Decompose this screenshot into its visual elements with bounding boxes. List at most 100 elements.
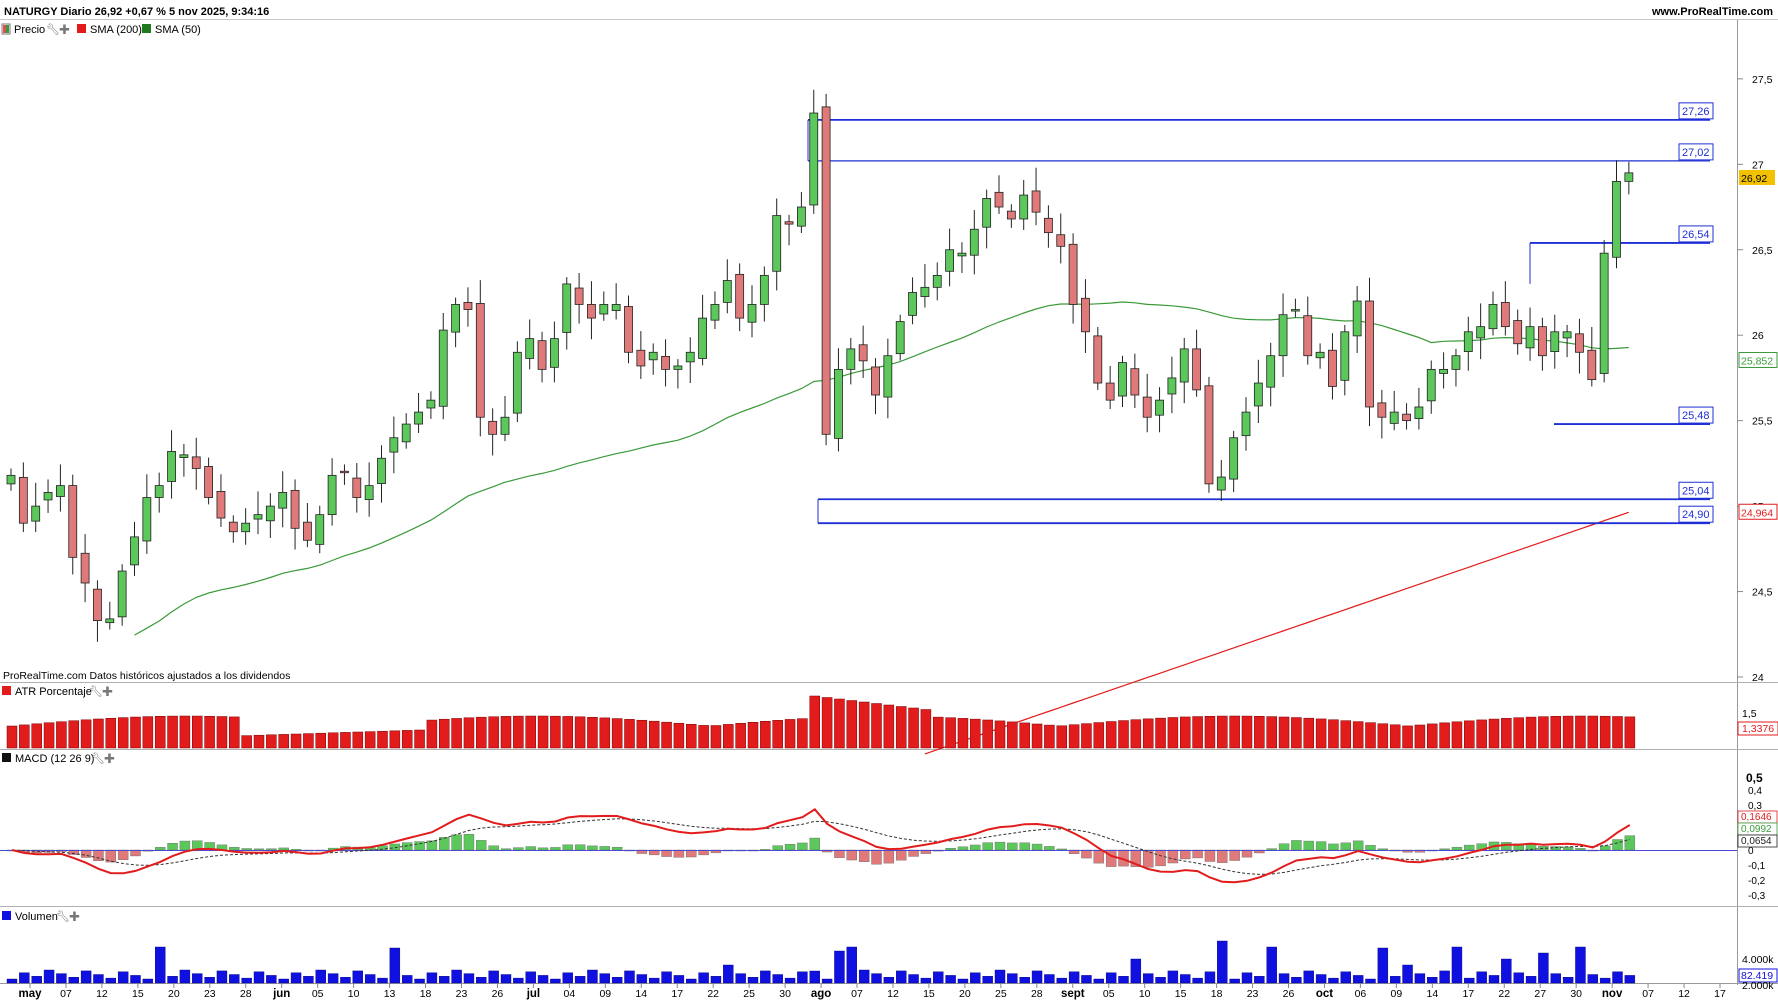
legend-price[interactable]: Precio 🔧︎ ✚	[1, 22, 70, 37]
macd-bar-positive	[550, 847, 561, 851]
atr-bar	[1365, 722, 1376, 749]
volume-bar	[1340, 971, 1352, 984]
atr-bar	[1476, 719, 1487, 749]
price-tick-label: 25,5	[1752, 416, 1773, 428]
volume-bar	[994, 969, 1006, 984]
candle-up	[599, 304, 609, 315]
volume-wrench-icon[interactable]: 🔧︎	[56, 910, 70, 923]
atr-wrench-icon[interactable]: 🔧︎	[89, 685, 103, 698]
candle-up	[1155, 399, 1164, 416]
macd-add-icon[interactable]: ✚	[104, 751, 115, 766]
level-label-box	[1678, 143, 1714, 161]
atr-legend[interactable]: ATR Porcentaje 🔧︎ ✚	[2, 684, 113, 699]
volume-bar	[142, 978, 154, 984]
volume-swatch-icon	[2, 911, 11, 920]
macd-bar-positive	[1031, 843, 1043, 851]
candle-down	[302, 521, 312, 541]
macd-bar-positive	[982, 842, 993, 851]
atr-bar	[550, 715, 561, 749]
macd-bar-positive	[587, 845, 598, 851]
wrench-icon[interactable]: 🔧︎	[46, 23, 60, 36]
volume-bar	[1118, 976, 1129, 984]
time-tick-label: jun	[272, 988, 290, 1000]
volume-tick-2000k: 2.000k	[1742, 980, 1774, 992]
volume-add-icon[interactable]: ✚	[69, 909, 80, 924]
macd-legend[interactable]: MACD (12 26 9) 🔧︎ ✚	[2, 751, 115, 766]
macd-bar-positive	[994, 841, 1006, 851]
candle-up	[1229, 437, 1239, 480]
legend-sma50[interactable]: SMA (50)	[142, 24, 201, 36]
atr-bar	[883, 704, 895, 749]
volume-bar	[451, 969, 462, 984]
volume-bars: 82.419	[6, 940, 1778, 984]
atr-tick: 1,5	[1742, 708, 1757, 720]
atr-bar	[1402, 725, 1413, 749]
macd-bar-negative	[1229, 849, 1240, 861]
macd-bar-positive	[167, 843, 178, 851]
candle-down	[1575, 333, 1584, 353]
candle-up	[1488, 304, 1498, 330]
atr-bar	[43, 722, 55, 749]
macd-bar-negative	[1155, 849, 1166, 867]
volume-bar	[1303, 970, 1314, 984]
candle-up	[1253, 382, 1263, 407]
atr-bar	[426, 719, 438, 749]
atr-bar	[414, 729, 425, 749]
atr-bar	[1291, 717, 1302, 749]
atr-bar	[1599, 715, 1611, 749]
atr-bar	[241, 735, 252, 749]
volume-bar	[1352, 975, 1364, 984]
macd-bar-positive	[1612, 839, 1623, 851]
candle-down	[994, 191, 1004, 208]
volume-bar	[426, 972, 438, 984]
macd-wrench-icon[interactable]: 🔧︎	[91, 752, 105, 765]
candle-up	[759, 274, 769, 305]
volume-bar	[1587, 974, 1599, 984]
candle-up	[1451, 355, 1461, 370]
atr-bar	[500, 716, 512, 749]
volume-legend[interactable]: Volumen 🔧︎ ✚	[2, 909, 80, 924]
candle-up	[710, 304, 720, 321]
candle-up	[451, 304, 461, 333]
macd-bar-positive	[488, 845, 499, 851]
atr-bar	[858, 701, 870, 749]
atr-add-icon[interactable]: ✚	[102, 684, 113, 699]
legend-sma200[interactable]: SMA (200)	[77, 24, 142, 36]
volume-bar	[500, 974, 512, 984]
volume-bar	[896, 970, 907, 984]
add-icon[interactable]: ✚	[59, 22, 70, 37]
volume-bar	[117, 971, 129, 984]
volume-bar	[352, 970, 363, 984]
macd-bar-positive	[525, 846, 536, 851]
volume-bar	[1031, 970, 1043, 984]
candle-down	[228, 521, 238, 533]
atr-bar	[6, 725, 18, 749]
macd-bar-positive	[229, 847, 240, 851]
volume-bar	[1229, 978, 1240, 984]
volume-bar	[1328, 977, 1339, 984]
atr-bar	[599, 717, 611, 749]
time-tick-label: 07	[1642, 988, 1654, 1000]
macd-bar-positive	[1599, 845, 1611, 851]
atr-bar	[192, 715, 203, 749]
volume-bar	[1451, 946, 1463, 984]
volume-bar	[241, 977, 252, 984]
candle-up	[1439, 368, 1448, 374]
volume-bar	[673, 975, 685, 984]
volume-bar	[204, 977, 215, 984]
volume-bar	[1464, 977, 1475, 984]
volume-bar	[130, 975, 141, 984]
candle-down	[1081, 297, 1090, 333]
macd-bar-negative	[883, 849, 895, 864]
macd-bar-negative	[1105, 849, 1117, 867]
atr-bar	[476, 716, 487, 749]
macd-bar-positive	[266, 848, 277, 851]
macd-bar-positive	[1377, 848, 1389, 851]
support-resistance-levels: 27,26 27,02 26,54 25,48 25,04 24,90	[807, 102, 1714, 525]
candle-down	[463, 301, 473, 310]
candle-up	[1599, 252, 1609, 374]
macd-bar-negative	[896, 849, 907, 861]
level-label-box	[1678, 102, 1714, 120]
atr-bar	[1068, 724, 1080, 749]
